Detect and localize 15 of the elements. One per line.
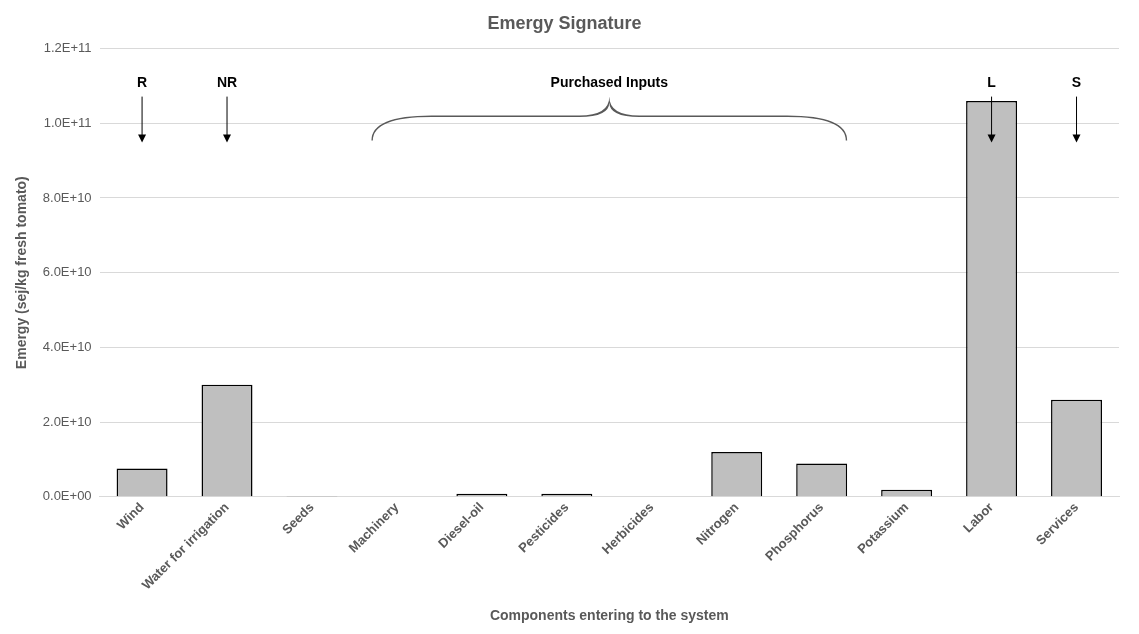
- y-tick-label: 1.2E+11: [43, 40, 92, 56]
- annotation: Purchased Inputs: [550, 74, 669, 91]
- x-axis-title: Components entering to the system: [489, 607, 729, 624]
- annotation: S: [1071, 74, 1082, 91]
- annotation: NR: [216, 74, 238, 91]
- y-tick-label: 4.0E+10: [42, 338, 92, 354]
- annotation: R: [137, 74, 148, 91]
- y-tick-label: 0.0E+00: [42, 488, 92, 504]
- y-tick-label: 8.0E+10: [42, 189, 92, 205]
- chart-title: Emergy Signature: [487, 12, 642, 33]
- y-axis-title: Emergy (sej/kg fresh tomato): [13, 176, 30, 370]
- y-tick-label: 2.0E+10: [42, 413, 92, 429]
- y-tick-label: 1.0E+11: [43, 114, 92, 130]
- y-tick-label: 6.0E+10: [42, 264, 92, 280]
- annotation: L: [987, 74, 997, 91]
